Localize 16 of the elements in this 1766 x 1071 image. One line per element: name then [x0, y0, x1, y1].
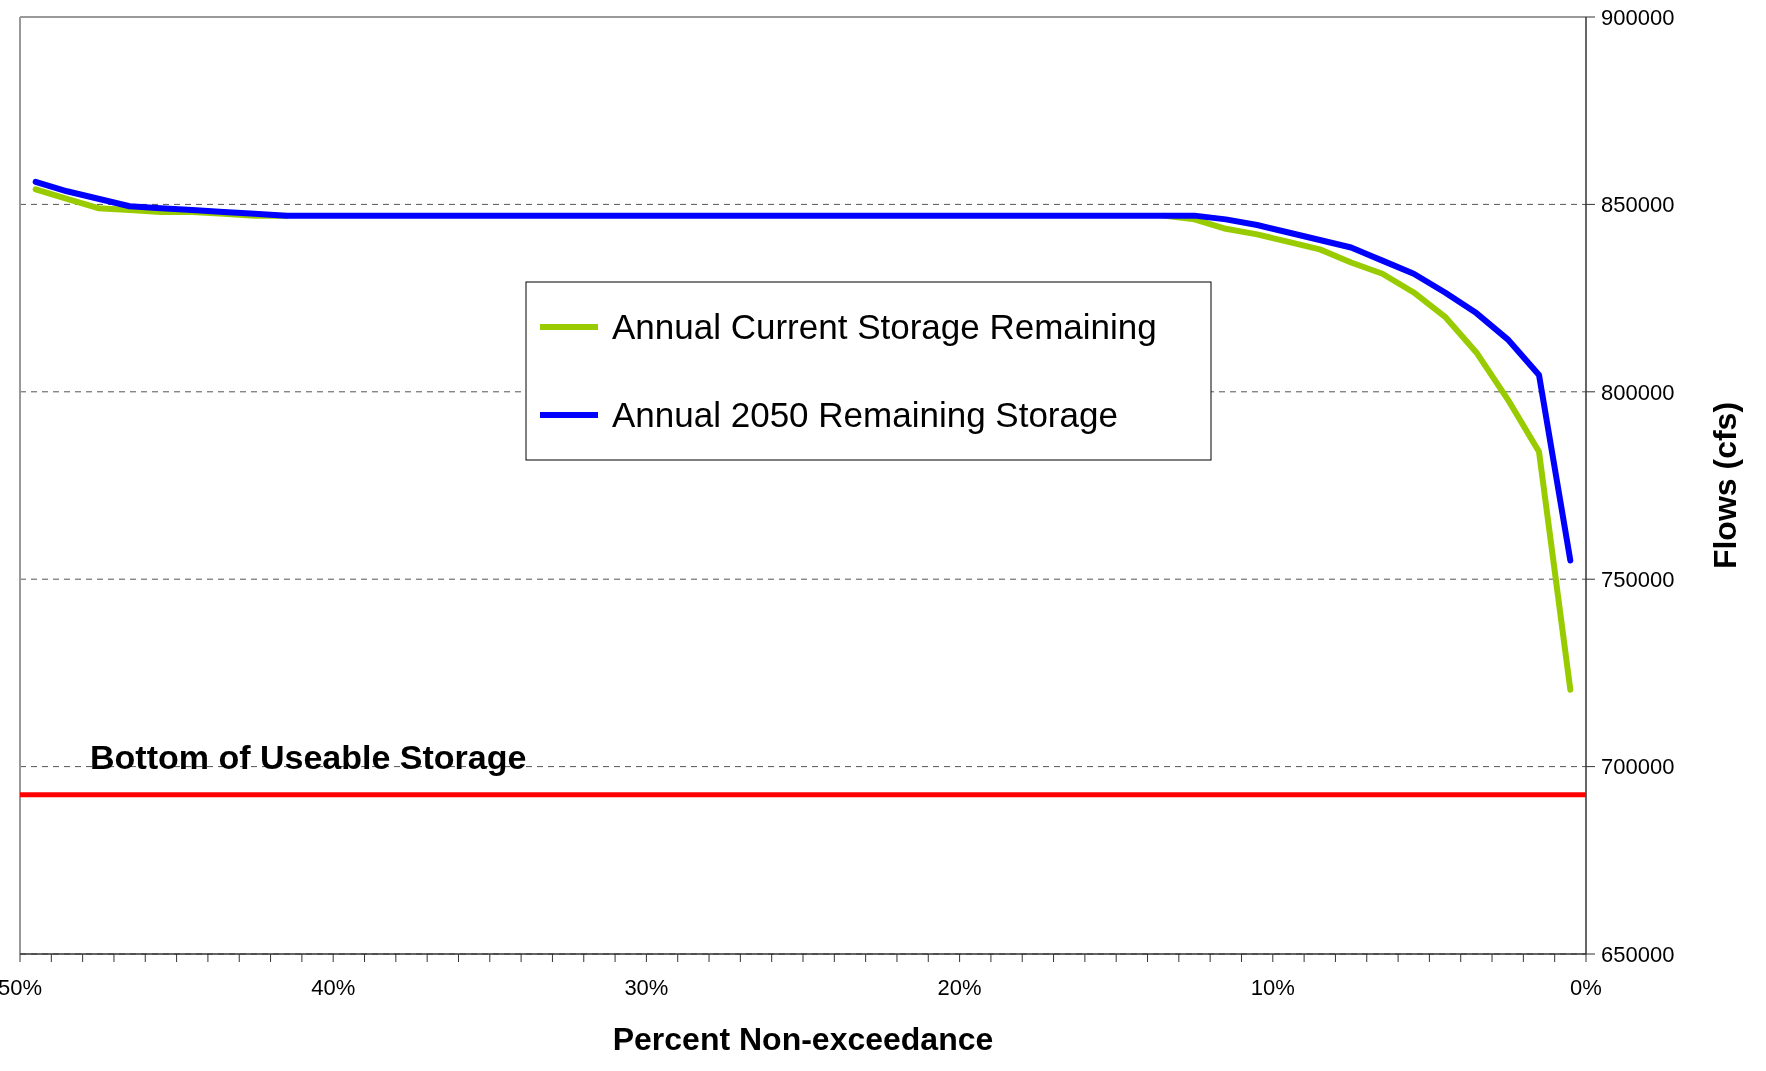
- y-tick-label: 800000: [1601, 379, 1675, 405]
- y-tick-label: 650000: [1601, 941, 1675, 967]
- y-tick-label: 750000: [1601, 566, 1675, 592]
- y-axis-title: Flows (cfs): [1707, 401, 1743, 570]
- x-tick-label: 20%: [937, 975, 982, 1000]
- ref-line-label: Bottom of Useable Storage: [90, 737, 527, 776]
- x-tick-label: 40%: [311, 975, 356, 1000]
- legend-label: Annual Current Storage Remaining: [612, 307, 1157, 347]
- y-tick-label: 850000: [1601, 192, 1675, 218]
- x-axis-title: Percent Non-exceedance: [612, 1021, 994, 1057]
- x-tick-label: 10%: [1250, 975, 1295, 1000]
- legend-label: Annual 2050 Remaining Storage: [612, 395, 1118, 435]
- x-tick-label: 0%: [1570, 975, 1602, 1000]
- y-tick-label: 900000: [1601, 4, 1675, 30]
- x-tick-label: 30%: [624, 975, 669, 1000]
- y-tick-label: 700000: [1601, 754, 1675, 780]
